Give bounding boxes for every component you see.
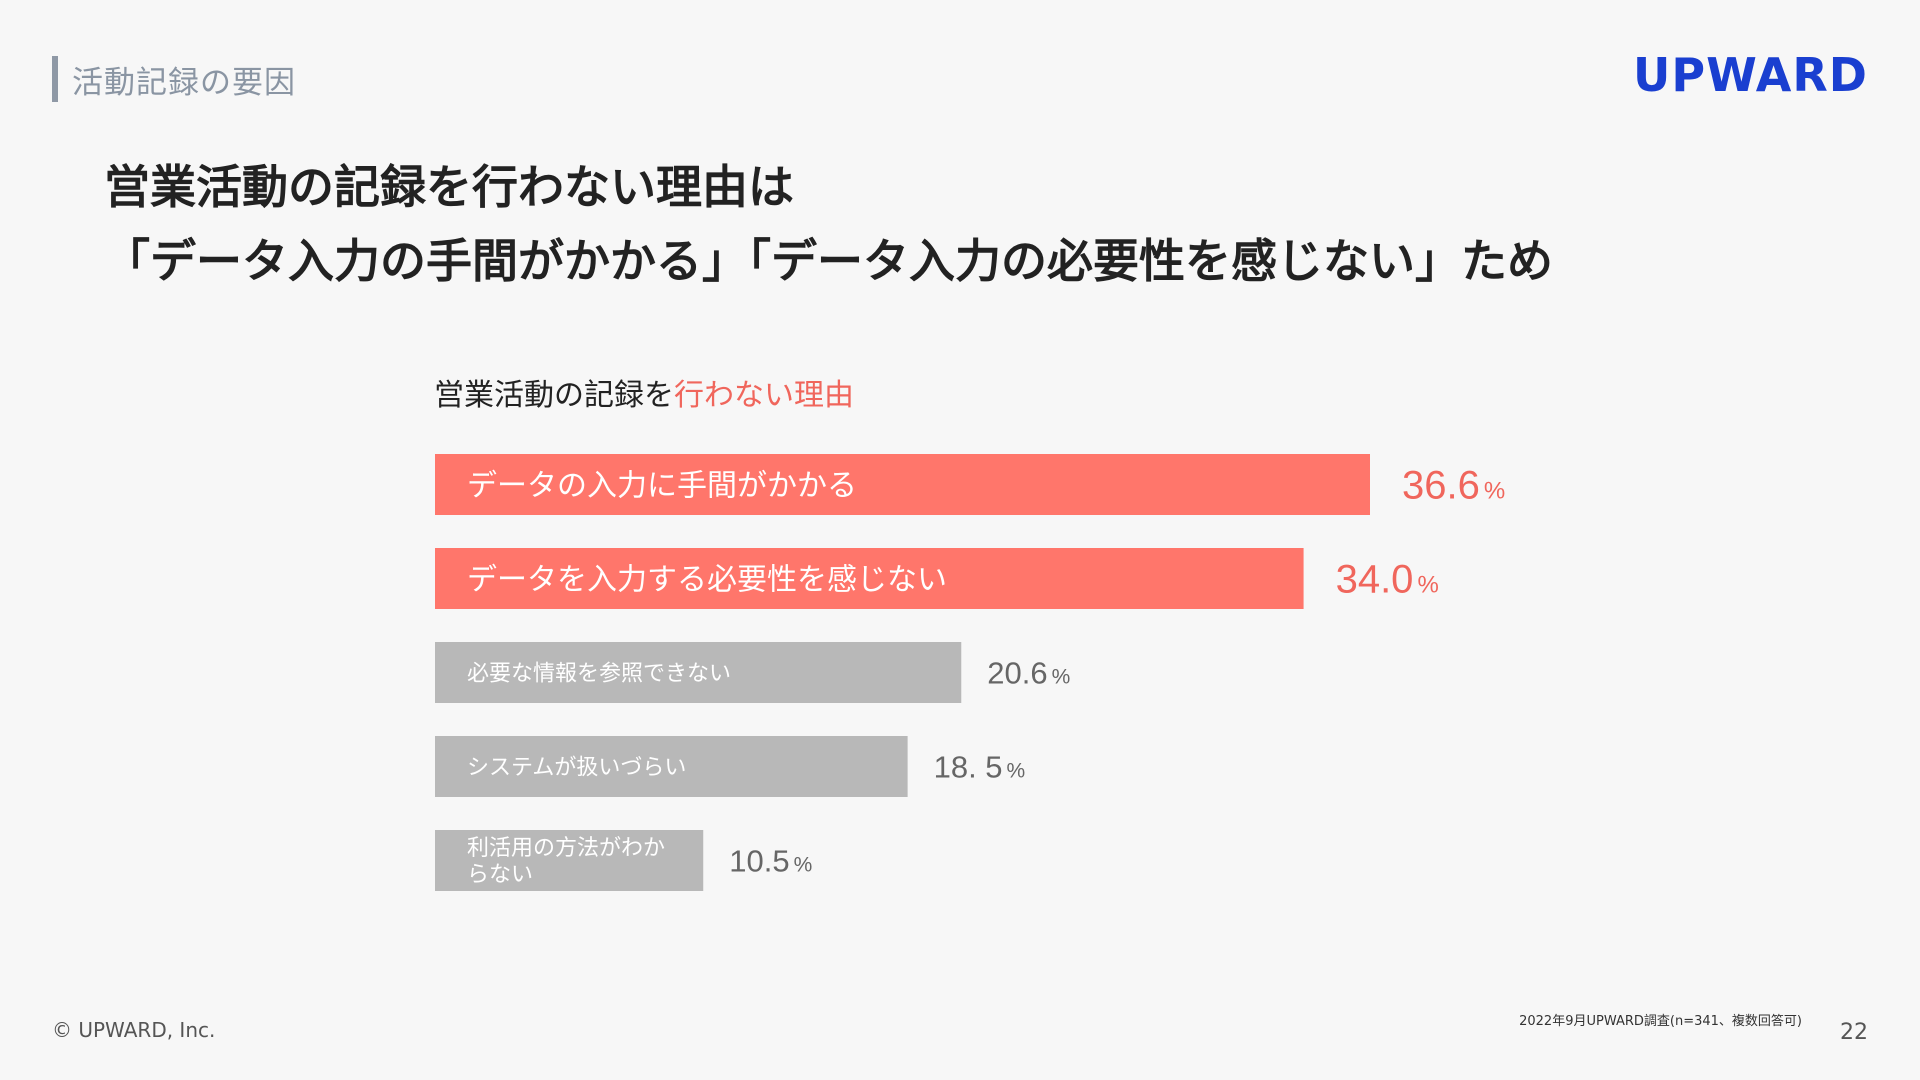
headline: 営業活動の記録を行わない理由は 「データ入力の手間がかかる」「データ入力の必要性…: [104, 150, 1553, 298]
chart-title-accent: 行わない理由: [674, 378, 854, 413]
bar-3: [435, 642, 962, 703]
value-label-1: 36.6%: [1402, 464, 1505, 508]
bar-5: [435, 830, 704, 891]
page-number: 22: [1840, 1020, 1868, 1045]
section-label: 活動記録の要因: [72, 64, 296, 101]
upward-logo: UPWARD: [1633, 48, 1868, 102]
value-label-4: 18. 5%: [934, 750, 1026, 785]
bar-label-2: データを入力する必要性を感じない: [467, 562, 947, 597]
chart-title-plain: 営業活動の記録を: [434, 378, 674, 413]
chart-title: 営業活動の記録を行わない理由: [434, 370, 854, 414]
value-label-3: 20.6%: [987, 656, 1070, 691]
bar-label-3: 必要な情報を参照できない: [467, 661, 731, 686]
bar-label-5: 利活用の方法がわからない: [467, 836, 665, 887]
bar-2: [435, 548, 1304, 609]
bar-1: [435, 454, 1370, 515]
bar-label-4: システムが扱いづらい: [467, 755, 686, 780]
bar-4: [435, 736, 908, 797]
value-label-5: 10.5%: [729, 844, 812, 879]
headline-line-1: 営業活動の記録を行わない理由は: [104, 160, 794, 214]
source-note: 2022年9月UPWARD調査(n=341、複数回答可): [1519, 1014, 1802, 1029]
value-label-2: 34.0%: [1336, 558, 1439, 602]
bar-label-1: データの入力に手間がかかる: [467, 468, 857, 503]
section-bar: [52, 56, 58, 102]
headline-line-2: 「データ入力の手間がかかる」「データ入力の必要性を感じない」ため: [104, 234, 1553, 288]
section-tag: 活動記録の要因: [52, 56, 296, 102]
copyright: © UPWARD, Inc.: [52, 1018, 216, 1042]
